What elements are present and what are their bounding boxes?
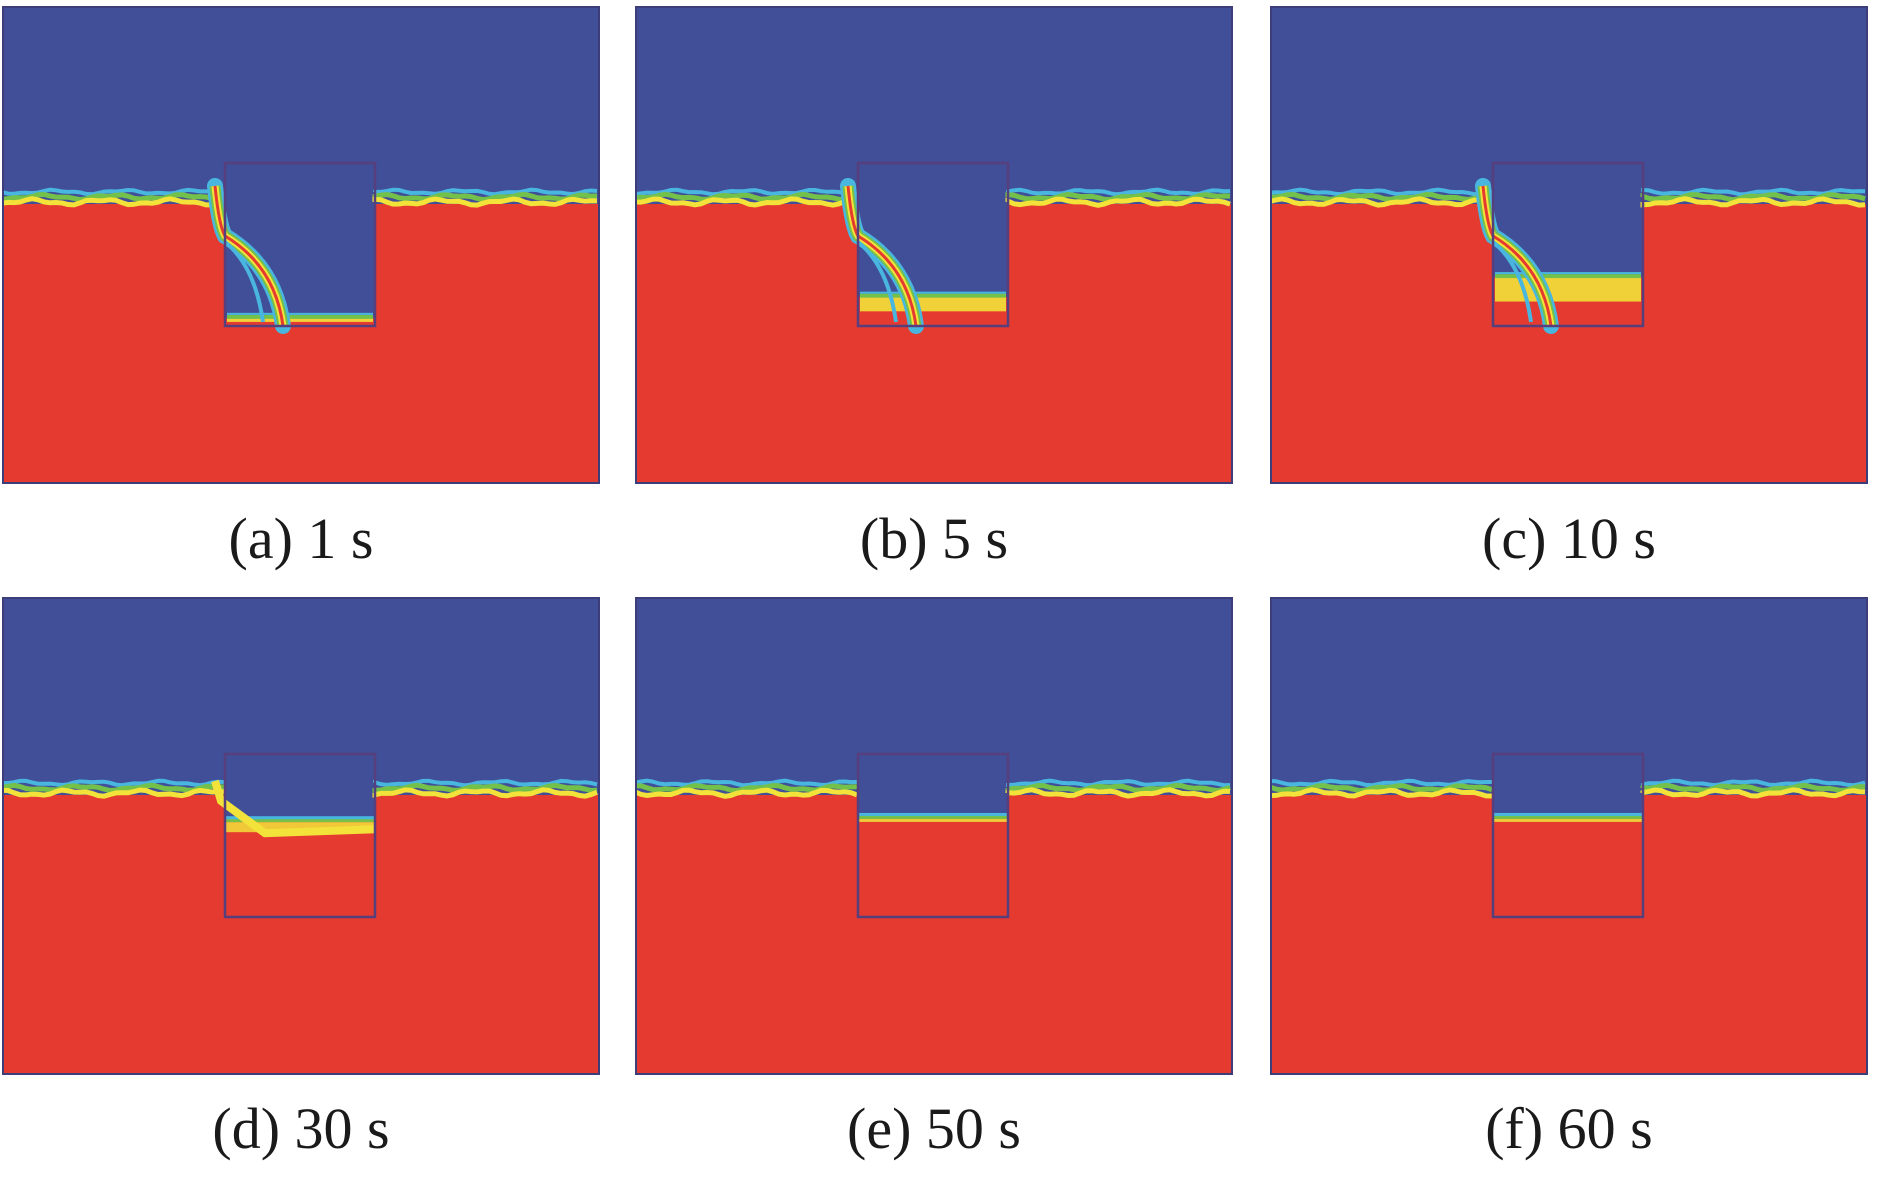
- free-surface: [1640, 187, 1866, 208]
- contour-plot: [635, 6, 1233, 484]
- cavity-gas: [858, 754, 1008, 816]
- free-surface: [635, 778, 858, 799]
- plot-frame: [2, 6, 600, 484]
- liquid-region: [2, 795, 600, 1075]
- cavity-liquid-level: [225, 816, 375, 833]
- panel-d: [2, 597, 600, 1075]
- cavity-gas: [225, 163, 375, 318]
- panel-caption: (c) 10 s: [1482, 506, 1656, 571]
- free-surface: [372, 187, 598, 208]
- inflow-front: [211, 779, 376, 838]
- panel-c: [1270, 6, 1868, 484]
- plot-frame: [1270, 597, 1868, 1075]
- plot-frame: [1270, 6, 1868, 484]
- plot-frame: [635, 6, 1233, 484]
- liquid-region: [1270, 795, 1868, 1075]
- plot-frame: [2, 597, 600, 1075]
- free-surface: [1270, 778, 1493, 799]
- free-surface: [1005, 187, 1231, 208]
- inflow-jet: [840, 178, 924, 334]
- contour-plot: [1270, 597, 1868, 1075]
- panel-e: [635, 597, 1233, 1075]
- free-surface: [635, 187, 858, 208]
- panel-caption: (f) 60 s: [1485, 1096, 1653, 1161]
- contour-plot: [635, 597, 1233, 1075]
- free-surface: [2, 778, 225, 799]
- panel-caption: (e) 50 s: [847, 1096, 1021, 1161]
- cavity-outline: [223, 161, 377, 328]
- free-surface: [2, 187, 225, 208]
- cavity-gas: [1493, 754, 1643, 816]
- cavity-outline: [223, 752, 377, 919]
- cavity-outline: [1491, 161, 1645, 328]
- liquid-region: [635, 795, 1233, 1075]
- cavity-liquid-level: [1493, 812, 1643, 822]
- panel-f: [1270, 597, 1868, 1075]
- inflow-jet: [207, 178, 291, 334]
- free-surface: [1005, 778, 1231, 799]
- panel-a: [2, 6, 600, 484]
- inflow-jet: [1475, 178, 1559, 334]
- panel-caption: (b) 5 s: [859, 506, 1009, 571]
- contour-plot: [1270, 6, 1868, 484]
- cavity-outline: [856, 752, 1010, 919]
- free-surface: [1640, 778, 1866, 799]
- panel-b: [635, 6, 1233, 484]
- cavity-liquid-level: [227, 312, 373, 322]
- cavity-gas: [225, 754, 375, 820]
- panel-caption: (a) 1 s: [228, 506, 374, 571]
- free-surface: [1270, 187, 1493, 208]
- cavity-gas: [858, 163, 1008, 297]
- cavity-liquid-level: [860, 291, 1006, 312]
- cavity-outline: [856, 161, 1010, 328]
- contour-plot: [2, 597, 600, 1075]
- free-surface: [372, 778, 598, 799]
- plot-frame: [635, 597, 1233, 1075]
- contour-plot: [2, 6, 600, 484]
- panel-caption: (d) 30 s: [212, 1096, 390, 1161]
- cavity-outline: [1491, 752, 1645, 919]
- cavity-liquid-level: [858, 812, 1008, 822]
